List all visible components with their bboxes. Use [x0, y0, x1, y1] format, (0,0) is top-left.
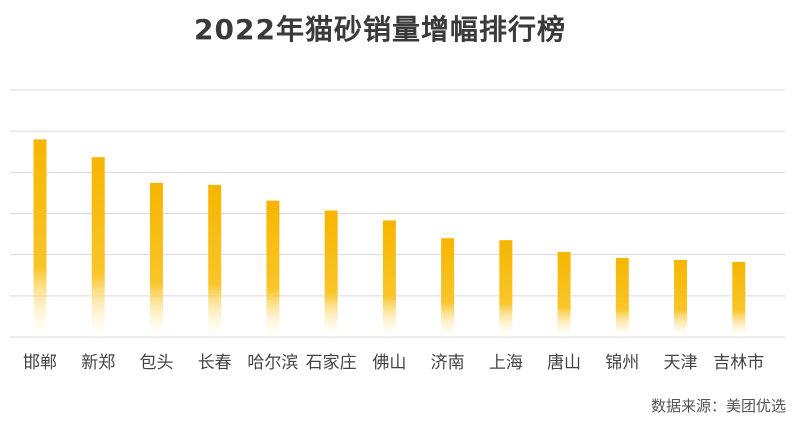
- x-tick-label: 天津: [664, 353, 698, 373]
- x-tick-label: 吉林市: [713, 353, 764, 373]
- bar-8: [499, 240, 513, 337]
- x-tick-label: 包头: [139, 353, 173, 373]
- bar-12: [732, 261, 746, 337]
- x-tick-label: 上海: [489, 353, 523, 373]
- x-tick-label: 锦州: [605, 353, 639, 373]
- x-tick-label: 长春: [198, 353, 232, 373]
- bar-6: [382, 220, 396, 337]
- x-tick-labels: 邯郸 新郑 包头 长春 哈尔滨 石家庄 佛山 济南 上海 唐山 锦州 天津 吉林市: [23, 352, 764, 373]
- chart-title: 2022年猫砂销量增幅排行榜: [194, 13, 566, 46]
- gridlines: [10, 89, 785, 338]
- bar-4: [266, 200, 280, 337]
- data-source-note: 数据来源：美团优选: [650, 397, 786, 415]
- bar-0: [33, 139, 47, 337]
- bars: [33, 139, 746, 337]
- bar-1: [91, 157, 105, 337]
- x-tick-label: 石家庄: [306, 353, 357, 373]
- bar-11: [674, 259, 688, 337]
- bar-7: [441, 238, 455, 337]
- x-tick-label: 邯郸: [23, 353, 57, 373]
- bar-3: [208, 184, 222, 337]
- bar-5: [324, 210, 338, 337]
- x-tick-label: 哈尔滨: [247, 353, 298, 373]
- bar-9: [557, 252, 571, 337]
- bar-2: [149, 182, 163, 337]
- x-tick-label: 新郑: [81, 353, 115, 373]
- x-tick-label: 济南: [431, 353, 465, 373]
- bar-10: [615, 257, 629, 337]
- x-tick-label: 唐山: [547, 352, 581, 373]
- x-tick-label: 佛山: [372, 353, 406, 373]
